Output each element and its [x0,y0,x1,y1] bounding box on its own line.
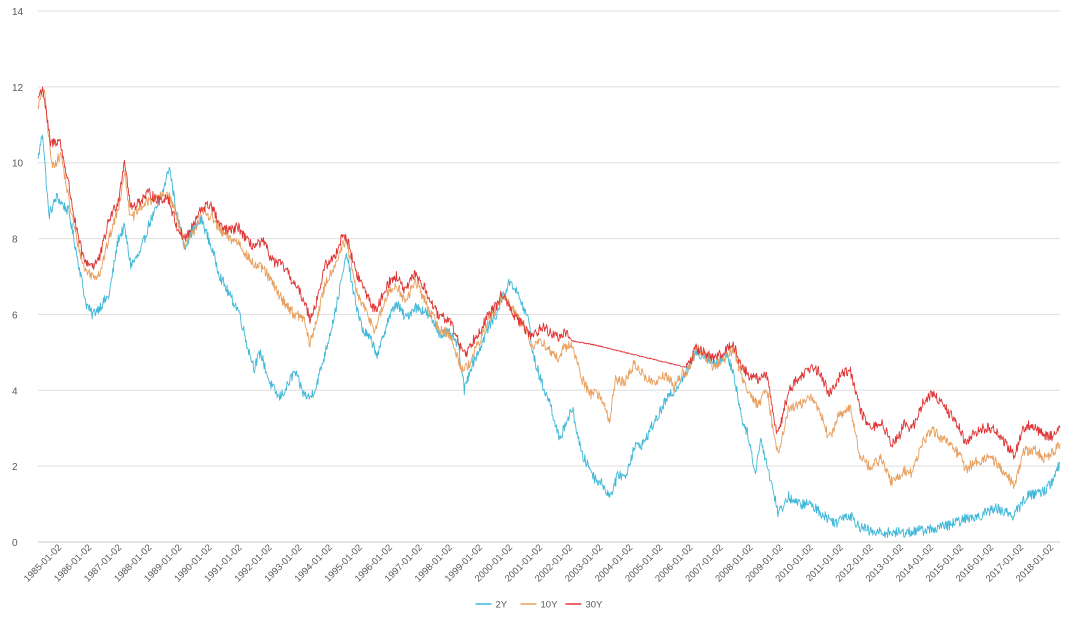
grid-lines [38,10,1060,543]
series-lines [37,86,1061,539]
series-line-2y [37,134,1060,539]
legend: 2Y 10Y 30Y [475,600,604,611]
y-tick-label: 2 [12,462,18,473]
y-tick-label: 0 [12,538,18,549]
y-tick-label: 4 [12,386,18,397]
x-axis-tick-labels: 1985-01-021986-01-021987-01-021988-01-02… [22,542,1056,584]
y-tick-label: 8 [12,235,18,246]
y-tick-label: 12 [12,83,24,94]
y-tick-label: 10 [12,159,24,170]
y-axis-tick-labels: 0 2 4 6 8 10 12 14 [12,7,24,549]
legend-label: 2Y [496,600,508,611]
legend-label: 10Y [541,600,559,611]
y-tick-label: 6 [12,310,18,321]
series-line-30y [37,86,1061,460]
y-tick-label: 14 [12,7,24,18]
legend-label: 30Y [586,600,604,611]
series-line-10y [37,89,1061,490]
